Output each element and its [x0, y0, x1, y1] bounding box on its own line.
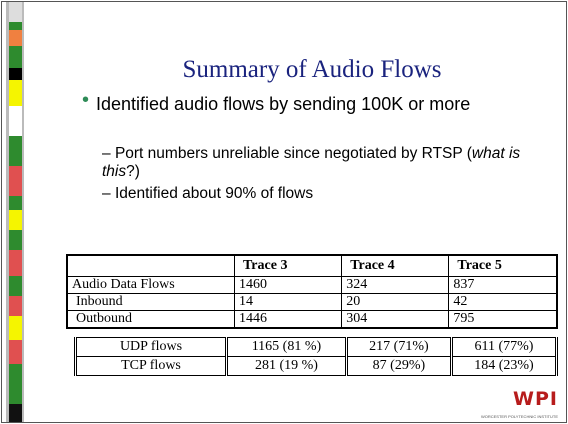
protocol-table: UDP flows 1165 (81 %) 217 (71%) 611 (77%) TC… — [74, 337, 559, 376]
table-cell: 611 (77%) — [449, 337, 559, 357]
table-cell: 87 (29%) — [344, 356, 453, 376]
table-cell: 42 — [448, 293, 558, 311]
header-cell — [66, 254, 235, 277]
flow-table: Trace 3 Trace 4 Trace 5 Audio Data Flows 146… — [66, 254, 558, 329]
text: Port numbers unreliable since negotiated… — [114, 145, 472, 162]
table-cell: Inbound — [66, 293, 235, 311]
text: ?) — [126, 163, 140, 180]
header-cell: Trace 3 — [233, 254, 343, 277]
table-row: Outbound 1446 304 795 — [66, 310, 558, 329]
header-cell: Trace 4 — [341, 254, 450, 277]
table-cell: 837 — [448, 276, 558, 294]
table-cell: 304 — [341, 310, 450, 329]
table-row: Inbound 14 20 42 — [66, 293, 558, 311]
table-cell: 281 (19 %) — [225, 356, 348, 376]
table-cell: 20 — [341, 293, 450, 311]
table-row: TCP flows 281 (19 %) 87 (29%) 184 (23%) — [74, 356, 559, 376]
logo: WPI — [513, 388, 558, 410]
table-row: Audio Data Flows 1460 324 837 — [66, 276, 558, 294]
table-cell: 1460 — [233, 276, 343, 294]
logo-subtitle: WORCESTER POLYTECHNIC INSTITUTE — [480, 414, 558, 419]
header-row: Trace 3 Trace 4 Trace 5 — [66, 254, 558, 277]
subbullet: – Identified about 90% of flows — [102, 185, 314, 202]
bullet: Identified audio flows by sending 100K o… — [96, 94, 471, 114]
italic-text: what is this — [102, 145, 521, 180]
table-cell: 1446 — [233, 310, 343, 329]
table-cell: 184 (23%) — [449, 356, 559, 376]
slide-title: Summary of Audio Flows — [182, 56, 442, 83]
table-row: UDP flows 1165 (81 %) 217 (71%) 611 (77%) — [74, 337, 559, 357]
side-stripe — [6, 2, 24, 422]
text: Identified about 90% of flows — [114, 185, 314, 202]
table-cell: TCP flows — [74, 356, 228, 376]
table-cell: 1165 (81 %) — [225, 337, 348, 357]
subbullet: – Port numbers unreliable since negotiat… — [102, 145, 521, 180]
bullet-dot: • — [82, 89, 90, 111]
table-cell: Audio Data Flows — [66, 276, 235, 294]
table-cell: Outbound — [66, 310, 235, 329]
table-cell: 217 (71%) — [344, 337, 453, 357]
table-cell: 795 — [448, 310, 558, 329]
table-cell: 324 — [341, 276, 450, 294]
header-cell: Trace 5 — [448, 254, 558, 277]
table-cell: UDP flows — [74, 337, 228, 357]
table-cell: 14 — [233, 293, 343, 311]
